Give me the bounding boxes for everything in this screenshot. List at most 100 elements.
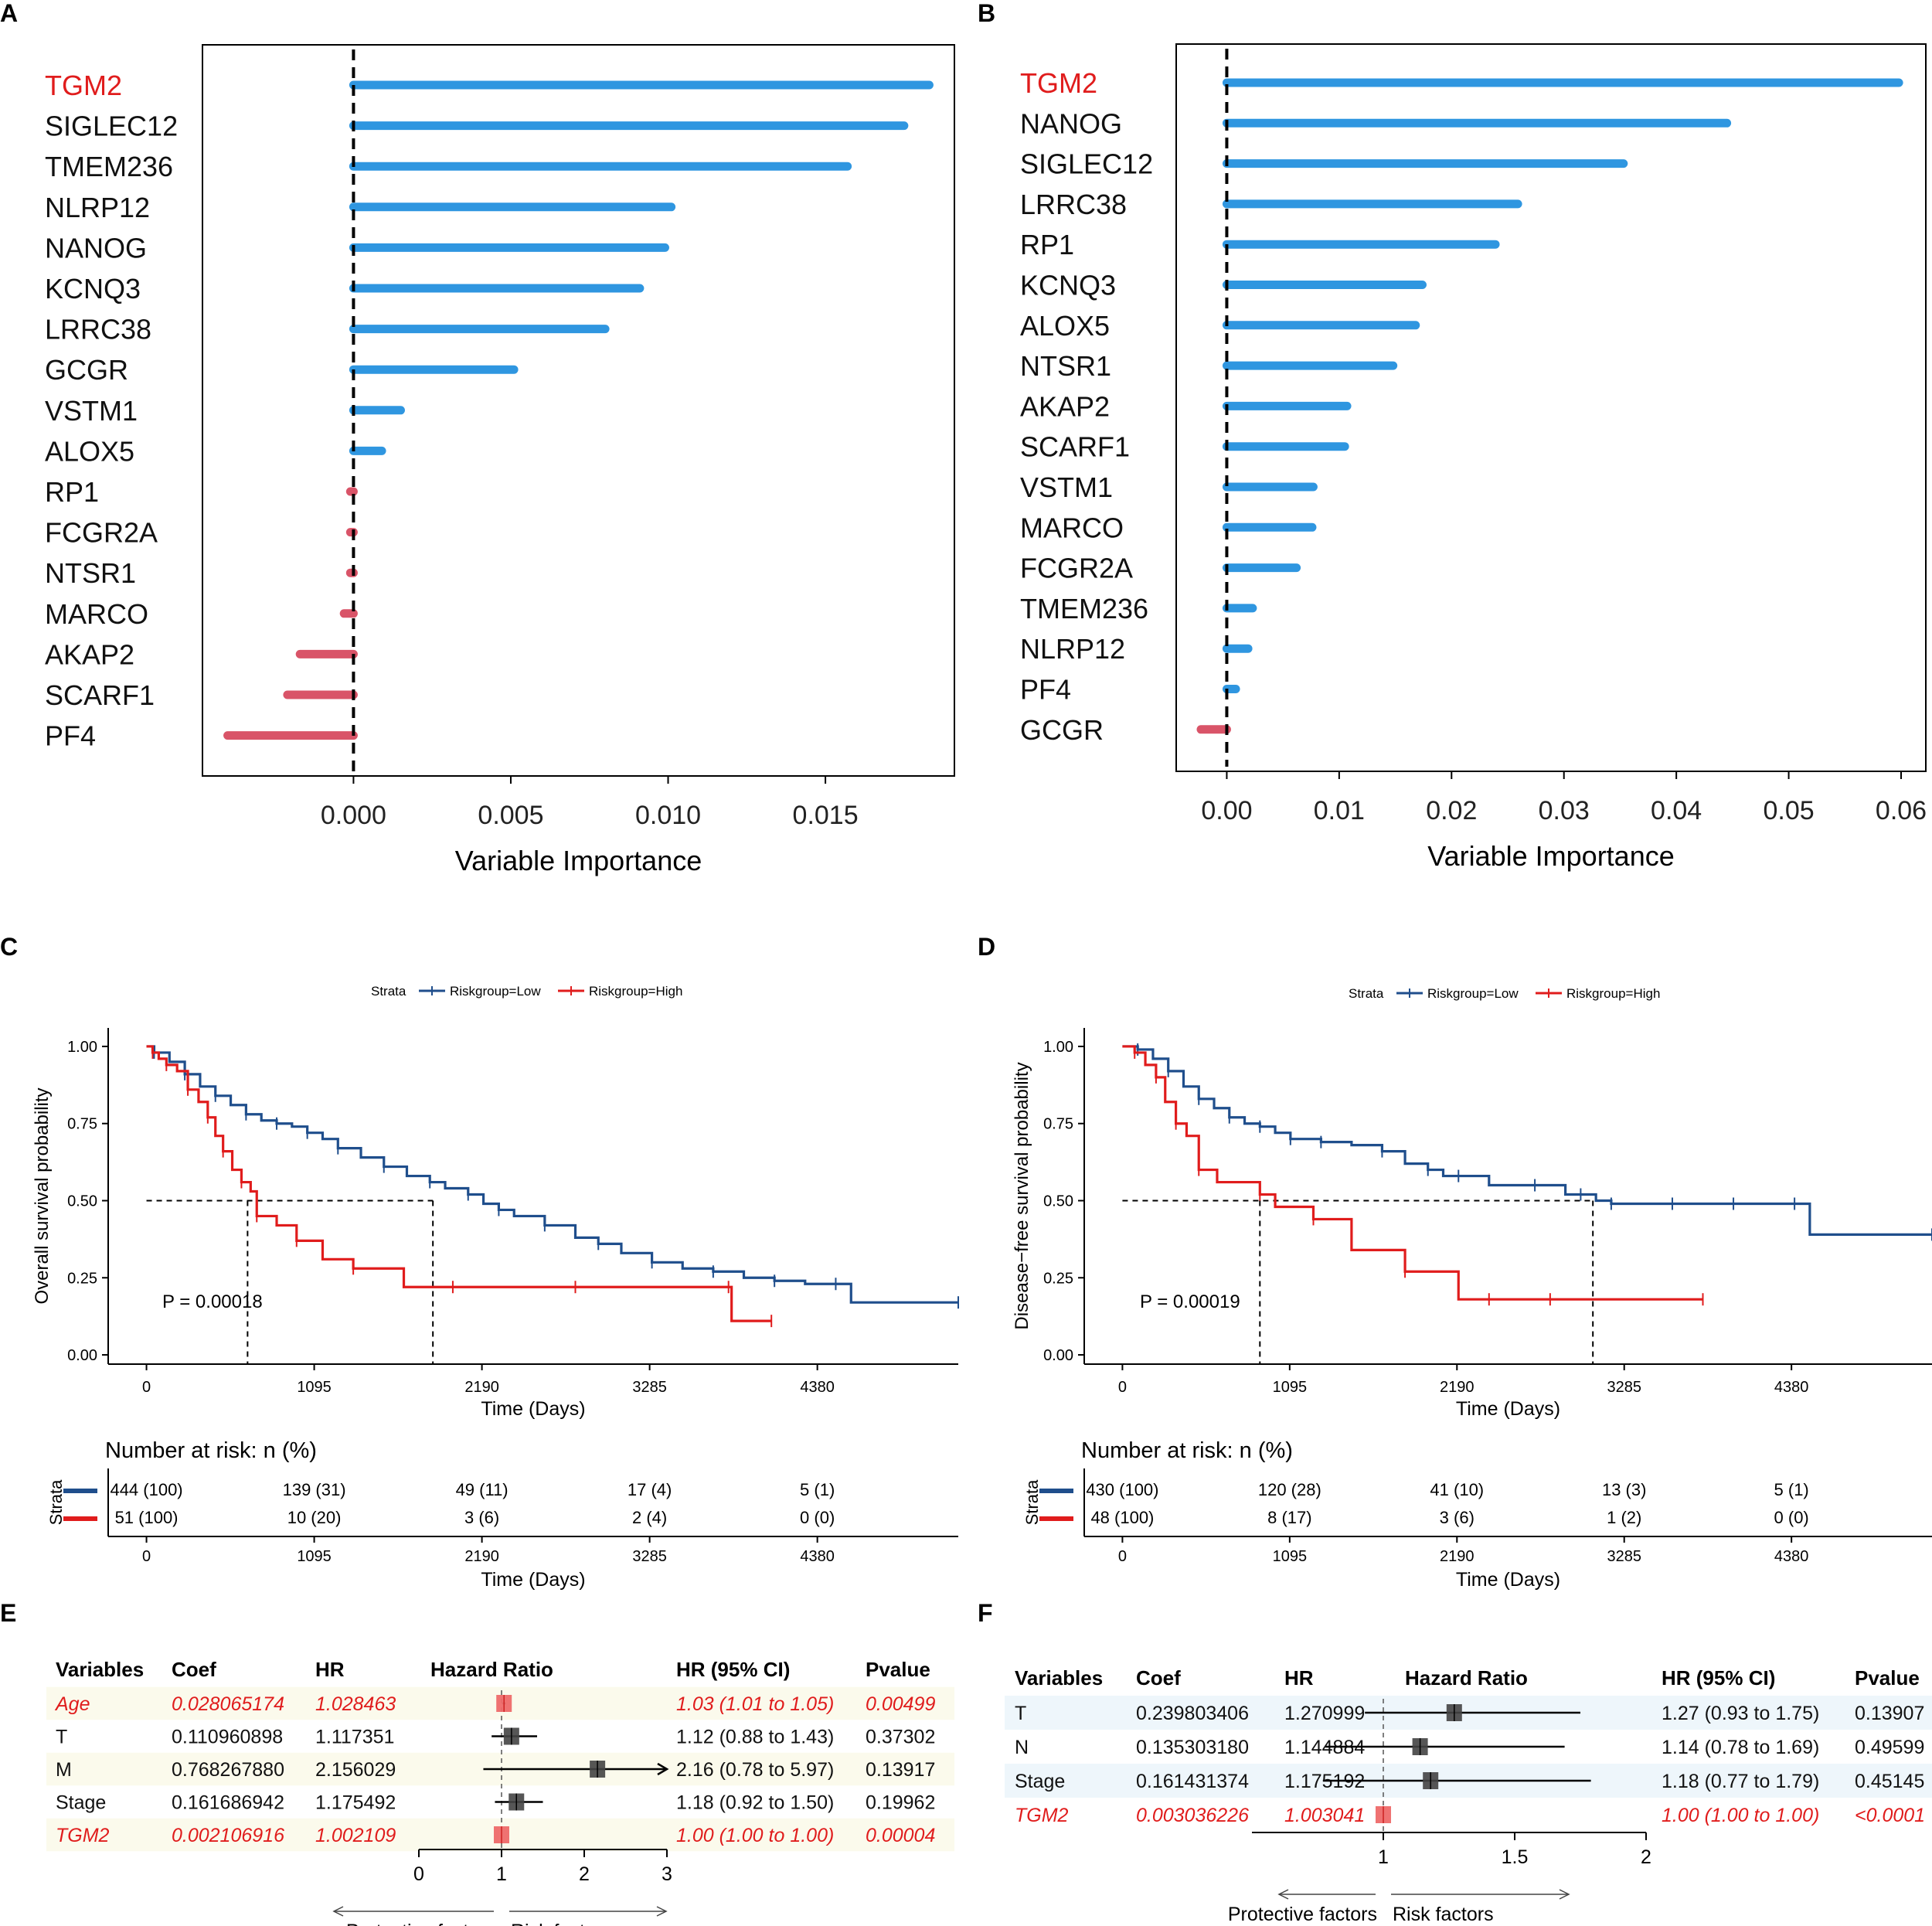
risk-table-x-axis-label: Time (Days): [481, 1569, 585, 1591]
forest-x-tick-label: 1: [1378, 1846, 1389, 1868]
panel-label-c: C: [0, 933, 18, 961]
table-cell: 0.161431374: [1136, 1771, 1249, 1792]
table-cell: 0.00004: [866, 1825, 935, 1846]
risk-count-high: 2 (4): [632, 1508, 667, 1527]
category-label: VSTM1: [1020, 471, 1113, 503]
y-tick-label: 0.00: [1043, 1347, 1073, 1364]
table-cell: T: [1015, 1703, 1026, 1724]
forest-x-tick-label: 1: [496, 1863, 507, 1885]
risk-table-x-tick-label: 0: [142, 1548, 151, 1565]
table-cell: 1.18 (0.77 to 1.79): [1662, 1771, 1819, 1792]
risk-count-low: 17 (4): [628, 1480, 672, 1499]
category-label: GCGR: [45, 354, 128, 386]
category-label: PF4: [45, 720, 96, 752]
table-cell: 1.14 (0.78 to 1.69): [1662, 1737, 1819, 1758]
risk-count-low: 41 (10): [1430, 1480, 1484, 1499]
x-tick-label: 0.05: [1763, 796, 1814, 825]
category-label: MARCO: [45, 598, 148, 630]
table-cell: 0.37302: [866, 1727, 935, 1748]
forest-panel-e: Variables Coef HR Hazard Ratio HR (95% CI) Pv…: [46, 1658, 954, 1926]
category-label: NLRP12: [1020, 633, 1125, 665]
x-tick-label: 0.06: [1876, 796, 1927, 825]
protective-factors-label: Protective factors: [1228, 1904, 1377, 1925]
x-tick-label: 0.005: [478, 801, 543, 830]
km-panel-d: Strata Riskgroup=Low Riskgroup=High 0.00 0.2…: [1012, 986, 1932, 1591]
x-tick-label: 0.04: [1651, 796, 1702, 825]
y-tick-label: 0.25: [1043, 1270, 1073, 1287]
risk-arrow-head: [656, 1906, 668, 1917]
bar-chart-panel-a: TGM2 SIGLEC12 TMEM236 NLRP12 NANOG KCNQ3 LRRC3…: [45, 44, 955, 876]
table-header: Variables: [1015, 1666, 1103, 1690]
table-header: Pvalue: [1855, 1666, 1920, 1690]
table-cell: 0.110960898: [172, 1727, 283, 1748]
risk-count-high: 48 (100): [1090, 1508, 1154, 1527]
table-cell: 0.13917: [866, 1759, 935, 1781]
y-axis-label: Disease−free survival probability: [1012, 1062, 1032, 1329]
category-label: KCNQ3: [45, 273, 141, 305]
table-cell: 0.028065174: [172, 1693, 284, 1715]
table-cell: 0.13907: [1855, 1703, 1924, 1724]
table-cell: 0.161686942: [172, 1792, 284, 1814]
category-label: GCGR: [1020, 714, 1104, 746]
protective-factors-label: Protective factors: [346, 1921, 495, 1926]
x-axis-label: Variable Importance: [455, 845, 702, 876]
table-header: Variables: [56, 1658, 144, 1681]
x-tick-label: 0.00: [1201, 796, 1252, 825]
y-tick-label: 0.00: [67, 1347, 97, 1364]
category-label: NANOG: [1020, 107, 1122, 139]
panel-label-d: D: [978, 933, 995, 961]
table-header: HR: [1284, 1666, 1314, 1690]
category-label: NLRP12: [45, 192, 150, 223]
table-cell: 1.12 (0.88 to 1.43): [676, 1727, 834, 1748]
panel-label-f: F: [978, 1599, 993, 1627]
risk-table-x-tick-label: 2190: [464, 1548, 499, 1565]
x-tick-label: 0: [142, 1379, 151, 1396]
plot-frame: [202, 44, 955, 777]
table-header: Coef: [172, 1658, 216, 1681]
table-header: Hazard Ratio: [430, 1658, 553, 1681]
x-tick-label: 0.01: [1314, 796, 1365, 825]
x-tick-label: 2190: [1440, 1379, 1475, 1396]
survival-curve-low: [146, 1045, 958, 1304]
category-label: NTSR1: [45, 557, 136, 589]
risk-table-y-label: Strata: [1022, 1479, 1042, 1525]
protective-arrow-head: [1277, 1889, 1289, 1900]
table-header: HR (95% CI): [676, 1658, 790, 1681]
category-label: AKAP2: [1020, 390, 1110, 422]
table-cell: 1.270999: [1284, 1703, 1365, 1724]
category-label: SCARF1: [1020, 431, 1130, 463]
risk-count-high: 0 (0): [800, 1508, 835, 1527]
table-cell: 1.00 (1.00 to 1.00): [676, 1825, 834, 1846]
category-label: AKAP2: [45, 638, 134, 670]
table-cell: 2.156029: [315, 1759, 396, 1781]
category-label: ALOX5: [45, 435, 134, 467]
bar-chart-panel-b: TGM2 NANOG SIGLEC12 LRRC38 RP1 KCNQ3 ALOX5 NTSR…: [1020, 43, 1927, 872]
category-label: NTSR1: [1020, 350, 1111, 382]
risk-count-low: 5 (1): [1774, 1480, 1809, 1499]
table-cell: 0.45145: [1855, 1771, 1924, 1792]
p-value-label: P = 0.00018: [162, 1291, 263, 1312]
x-tick-label: 0.010: [635, 801, 701, 830]
forest-x-tick-label: 2: [579, 1863, 590, 1885]
category-label: LRRC38: [45, 314, 151, 345]
table-cell: 0.239803406: [1136, 1703, 1249, 1724]
category-label: SIGLEC12: [45, 111, 178, 142]
table-cell: TGM2: [1015, 1805, 1069, 1826]
table-header: Hazard Ratio: [1405, 1666, 1528, 1690]
forest-x-tick-label: 0: [413, 1863, 424, 1885]
risk-arrow-head: [1559, 1889, 1570, 1900]
category-label: NANOG: [45, 232, 147, 264]
risk-count-low: 444 (100): [110, 1480, 182, 1499]
category-label: LRRC38: [1020, 189, 1127, 220]
y-tick-label: 0.50: [67, 1193, 97, 1210]
table-header: HR (95% CI): [1662, 1666, 1775, 1690]
table-cell: Stage: [56, 1792, 106, 1814]
category-label: PF4: [1020, 674, 1071, 706]
table-cell: 0.135303180: [1136, 1737, 1249, 1758]
panel-label-e: E: [0, 1599, 16, 1627]
category-label: TMEM236: [1020, 593, 1148, 624]
x-tick-label: 0.03: [1539, 796, 1590, 825]
panel-label-a: A: [0, 0, 18, 27]
risk-count-high: 51 (100): [115, 1508, 179, 1527]
panel-label-b: B: [978, 0, 995, 27]
